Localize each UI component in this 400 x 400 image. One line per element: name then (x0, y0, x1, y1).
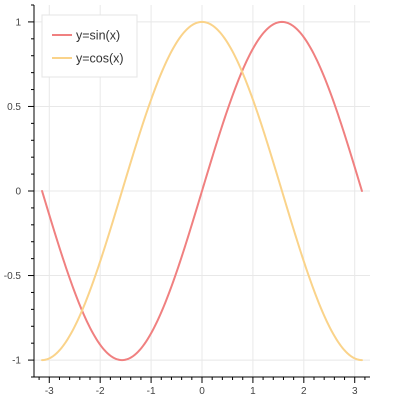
y-tick-label: 0.5 (7, 102, 21, 113)
x-tick-label: 3 (352, 386, 358, 397)
legend-box (41, 14, 138, 78)
legend-label: y=sin(x) (76, 29, 120, 43)
x-tick-label: -2 (96, 386, 105, 397)
x-tick-label: 2 (301, 386, 307, 397)
y-tick-label: -0.5 (4, 271, 22, 282)
y-tick-label: 1 (15, 17, 21, 28)
y-tick-label: -1 (12, 356, 21, 367)
x-tick-label: 0 (199, 386, 205, 397)
x-tick-label: -3 (45, 386, 54, 397)
x-tick-label: -1 (147, 386, 156, 397)
legend: y=sin(x) y=cos(x) (41, 14, 138, 78)
series-line-cos (41, 20, 363, 362)
axes: -3 -2 -1 0 1 2 3 -1 -0.5 0 0.5 1 (4, 4, 370, 397)
legend-label: y=cos(x) (76, 52, 124, 66)
x-tick-label: 1 (250, 386, 256, 397)
series-layer (41, 20, 363, 362)
series-line-sin (41, 20, 363, 362)
y-tick-label: 0 (15, 187, 21, 198)
